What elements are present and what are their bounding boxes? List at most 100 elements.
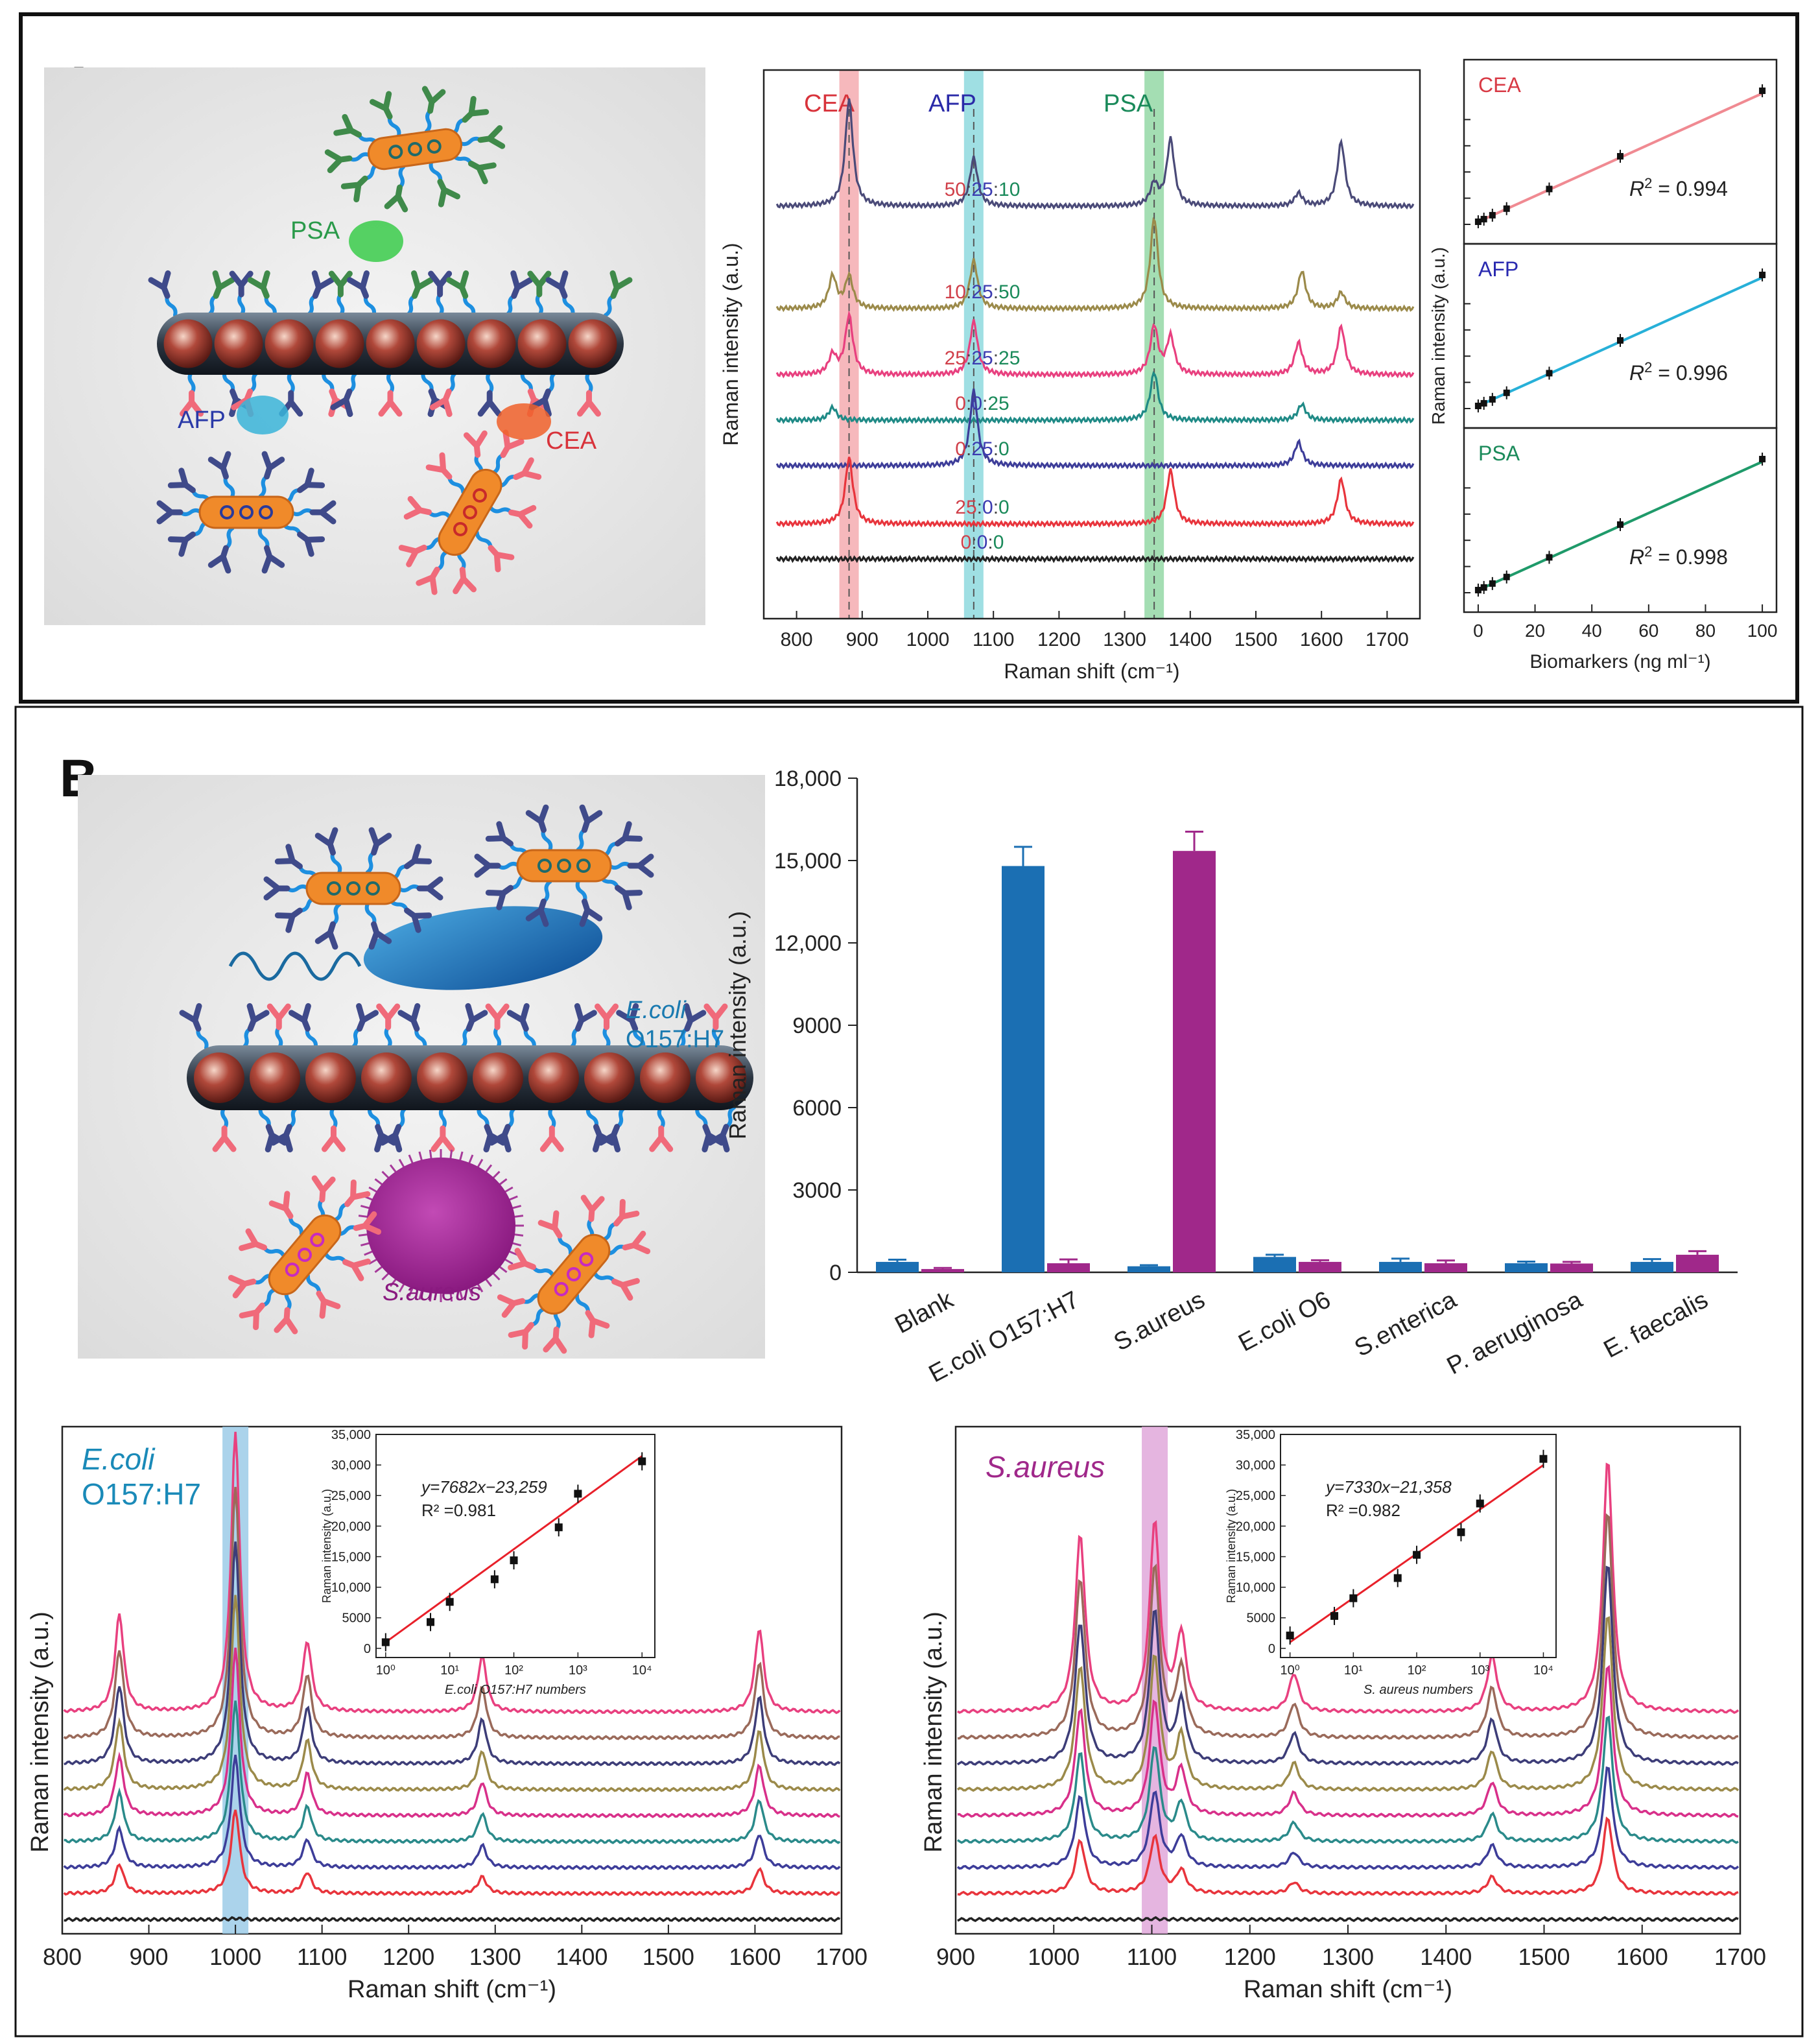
ratio-part: 25: [987, 393, 1009, 414]
linker: [322, 370, 335, 394]
bar: [1676, 1254, 1719, 1272]
nanorod-sa-2-ligand: [593, 1272, 640, 1301]
nanochain-bead: [265, 319, 314, 368]
antibody-arm: [333, 113, 362, 138]
spectrum-curve: [775, 310, 1415, 379]
antibody-arm: [311, 270, 335, 299]
ratio-separator: :: [993, 497, 998, 518]
subpanel-name: PSA: [1478, 442, 1520, 465]
data-point: [1546, 370, 1553, 377]
linker: [493, 1025, 502, 1050]
bar: [1379, 1261, 1422, 1272]
nanorod-psa: [324, 86, 506, 213]
antibody-arm: [274, 844, 303, 870]
linker: [285, 885, 310, 892]
antibody-arm: [297, 531, 325, 557]
ratio-separator: :: [993, 281, 998, 303]
antibody-arm: [527, 270, 552, 298]
nanorod-sa-1-ligand: [334, 1211, 382, 1236]
inset-y-tick-label: 20,000: [1236, 1519, 1275, 1534]
bar: [1550, 1263, 1593, 1272]
spectra-plot-frame: [762, 69, 1421, 620]
nanorod-sa-2-ligand: [543, 1307, 567, 1354]
linker: [264, 294, 277, 317]
linker: [438, 1106, 447, 1130]
data-point: [1480, 215, 1487, 222]
species-label-line1: E.coli: [82, 1442, 156, 1476]
nanochain-b-ligand: [616, 1003, 646, 1050]
nanochain-b-ligand: [506, 1003, 536, 1050]
inset-y-tick-label: 15,000: [331, 1550, 371, 1564]
antibody-arm: [316, 1290, 341, 1319]
data-point: [1546, 554, 1553, 561]
bar: [1002, 866, 1045, 1272]
antibody-arm: [437, 178, 461, 208]
antibody-arm: [212, 1125, 237, 1152]
antibody-arm: [510, 270, 534, 299]
r2-symbol: R: [1629, 361, 1644, 385]
ratio-separator: :: [987, 532, 993, 553]
y-tick-label: 12,000: [774, 931, 842, 956]
nanochain-b-ligand: [288, 1003, 318, 1050]
nanorod-ecoli-1-ligand: [314, 827, 342, 875]
antibody-arm: [263, 876, 290, 901]
ratio-separator: :: [966, 438, 971, 460]
antibody-arm: [344, 1179, 371, 1207]
linker: [557, 1233, 573, 1255]
antibody-arm: [615, 885, 643, 910]
nanochain-b-ligand: [431, 1106, 455, 1152]
x-tick-label: 60: [1638, 621, 1659, 641]
data-point: [1489, 211, 1496, 219]
inset-x-tick-label: 10⁴: [632, 1663, 652, 1678]
linker: [585, 370, 593, 395]
x-tick-label: 1700: [1365, 629, 1409, 650]
nanorod-psa-ligand: [421, 86, 446, 134]
x-tick-label: 1100: [973, 629, 1015, 650]
linker: [608, 862, 632, 870]
antibody-arm: [228, 1274, 257, 1299]
x-tick-label: 1100: [297, 1943, 347, 1970]
antibody-arm: [239, 1302, 265, 1331]
antibody-arm: [615, 821, 643, 847]
ratio-part: 0: [955, 393, 966, 414]
linker: [165, 294, 178, 317]
data-point: [1474, 586, 1482, 593]
linker: [223, 474, 235, 499]
antibody-arm: [525, 898, 549, 927]
linker: [477, 1106, 490, 1129]
nanochain-b-ligand: [321, 1106, 346, 1152]
linker: [287, 370, 295, 395]
ratio-label: 0:0:25: [955, 393, 1009, 414]
linker: [196, 1027, 209, 1050]
antibody-arm: [379, 1124, 403, 1153]
antibody-arm: [404, 907, 432, 933]
linker: [329, 1106, 338, 1130]
inset-y-tick-label: 0: [364, 1642, 371, 1656]
nanorod-ecoli-2-reporter: [557, 859, 571, 873]
y-axis-label: Raman intensity (a.u.): [920, 1611, 947, 1853]
inset-y-tick-label: 25,000: [1236, 1489, 1275, 1503]
nanorod-ecoli-1-body: [305, 872, 401, 905]
x-axis-label: Biomarkers (ng ml⁻¹): [1529, 651, 1710, 672]
linker: [711, 1025, 720, 1050]
ratio-part: 0: [961, 532, 972, 553]
data-point: [1759, 87, 1766, 94]
antibody-arm: [462, 95, 490, 123]
inset-x-tick-label: 10³: [569, 1663, 587, 1678]
spectrum-curve: [63, 1647, 840, 1818]
nanorod-sa-1-ligand: [268, 1191, 304, 1236]
cea-antigen: [497, 403, 551, 440]
nanochain-ligand: [477, 370, 502, 417]
spectrum-curve: [775, 388, 1415, 470]
nanorod-afp-ligand: [156, 500, 203, 525]
spectrum-curve: [63, 1431, 841, 1715]
antibody-arm: [324, 149, 353, 174]
nanochain-b-bead: [473, 1052, 523, 1103]
antibody-arm: [477, 390, 502, 417]
antibody-arm: [477, 125, 506, 149]
antibody-arm: [508, 1248, 536, 1271]
nanorod-ecoli-2: [474, 804, 654, 927]
antibody-arm: [598, 1124, 621, 1153]
antibody-arm: [585, 1310, 610, 1338]
linker: [604, 294, 615, 317]
